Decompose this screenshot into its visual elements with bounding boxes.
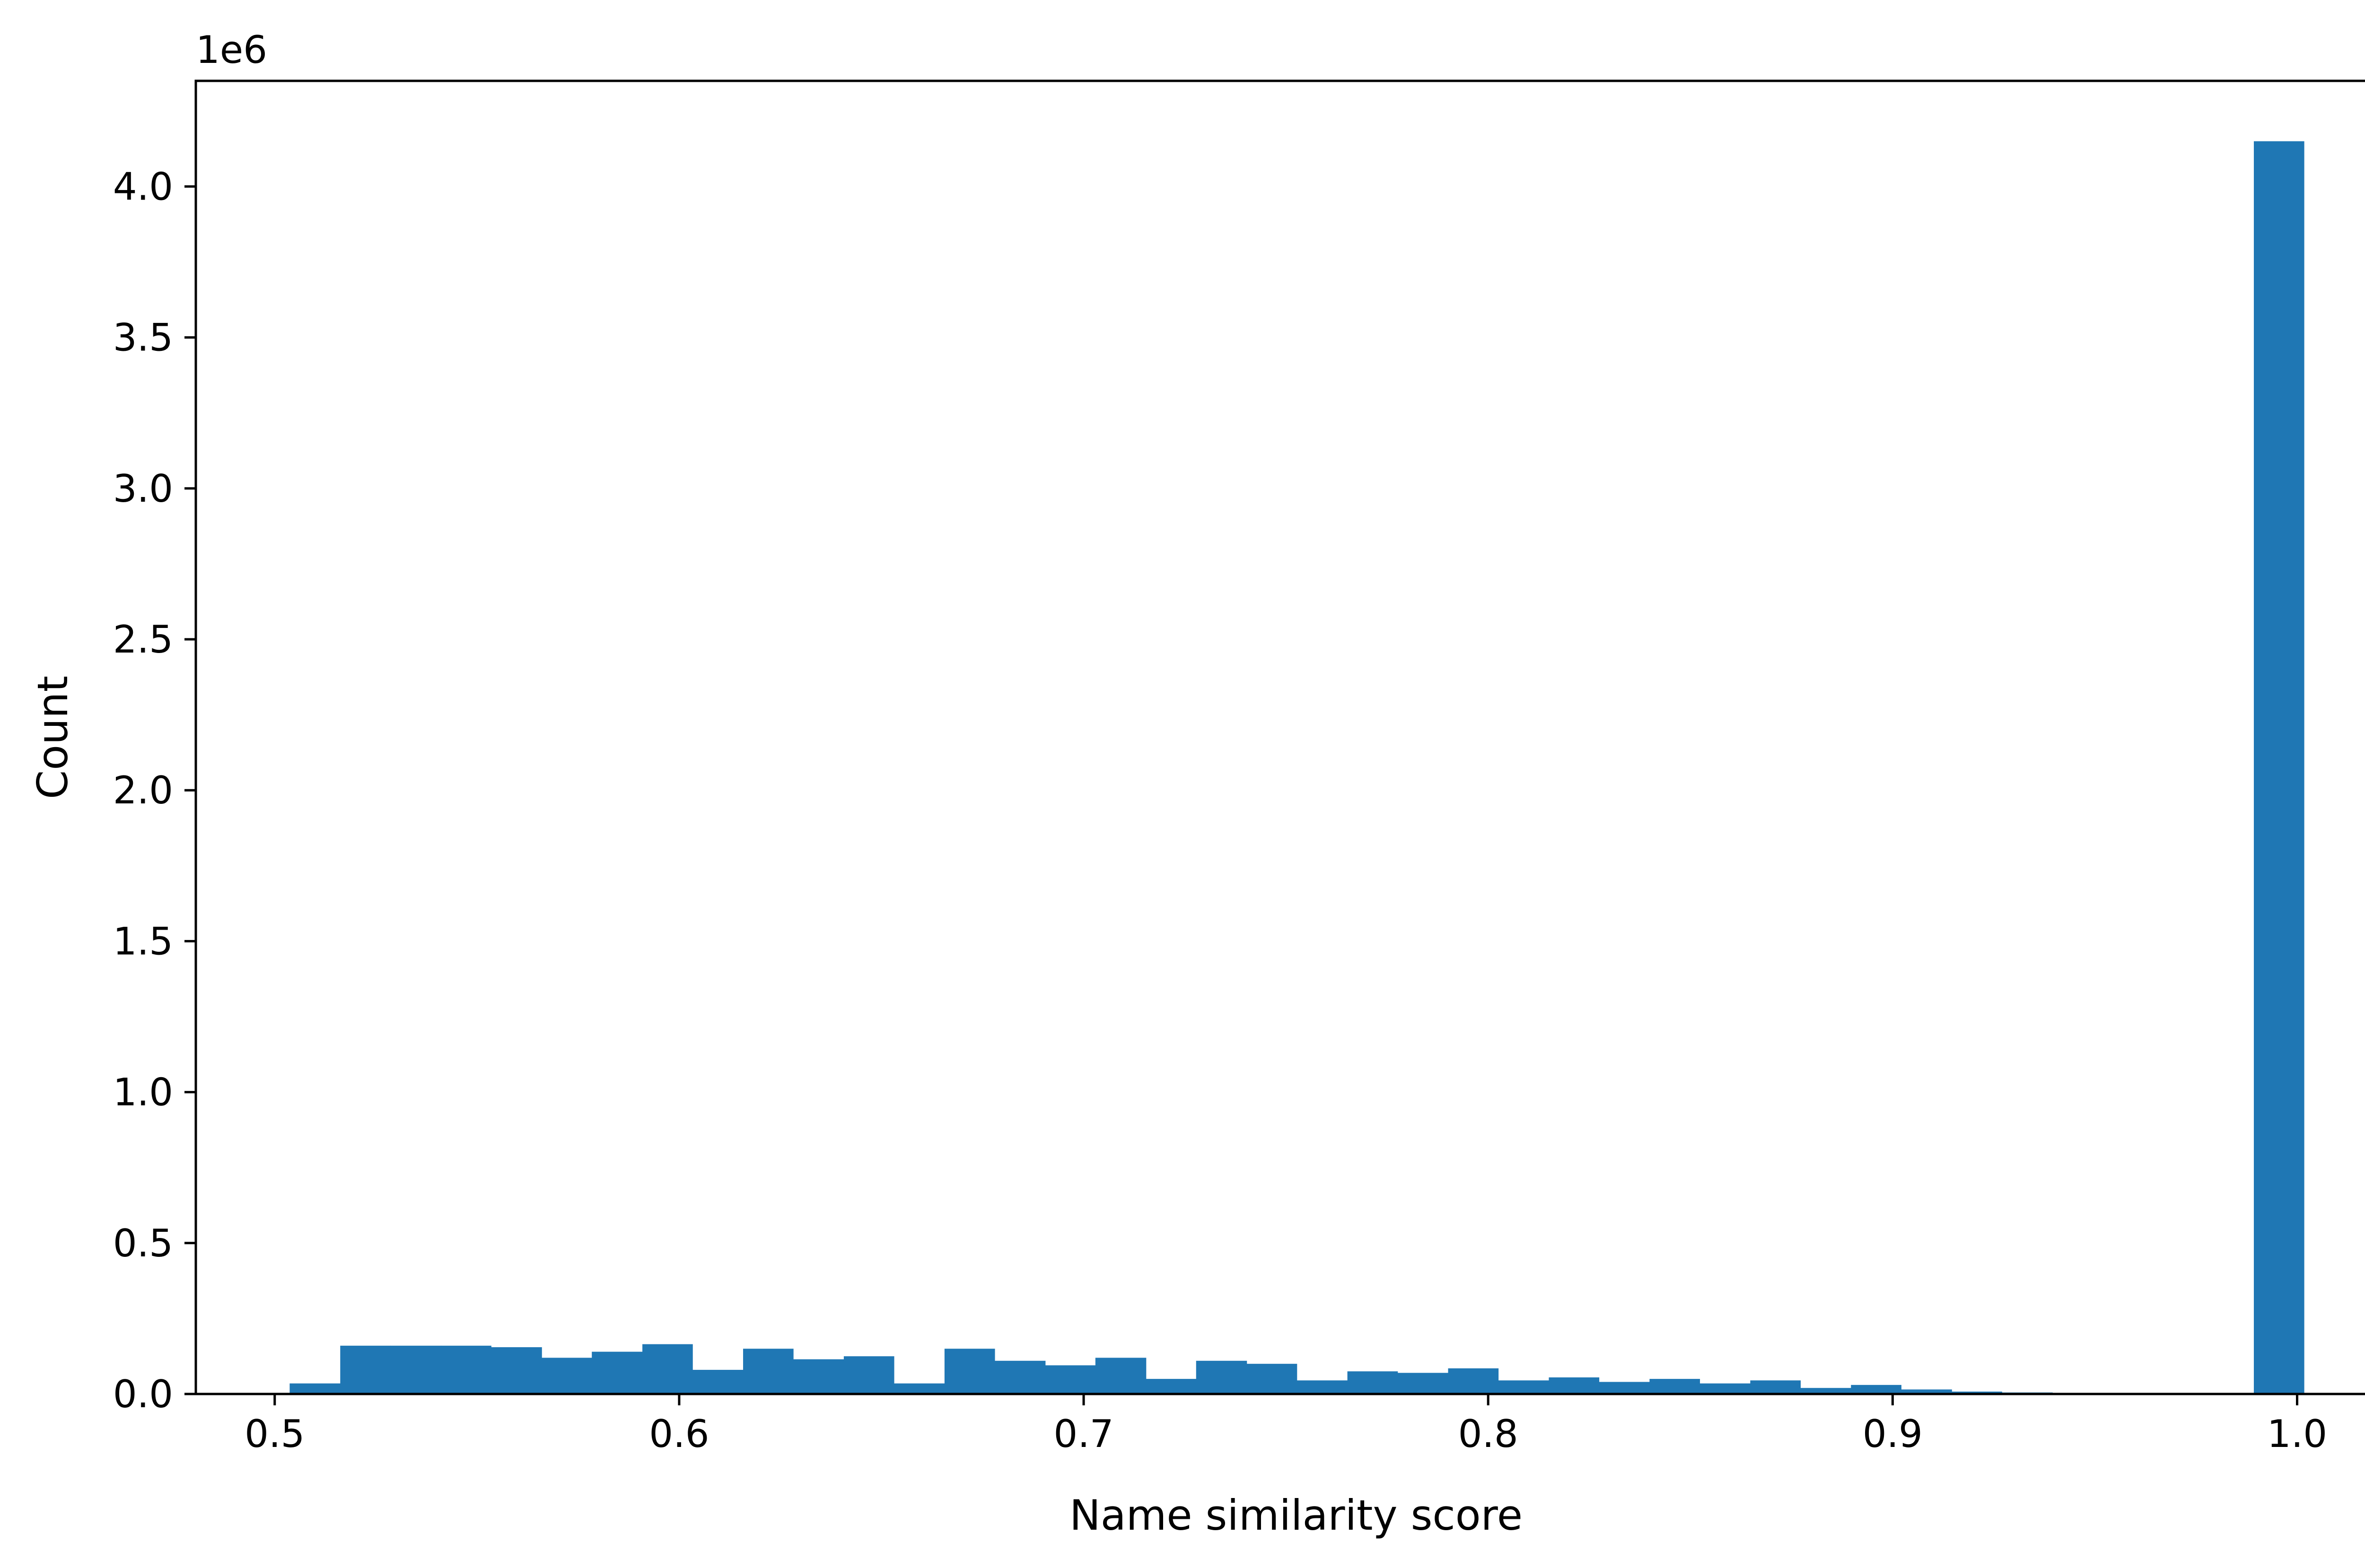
histogram-bar bbox=[1146, 1379, 1197, 1394]
histogram-bar bbox=[1246, 1364, 1297, 1394]
y-tick-label: 1.5 bbox=[113, 919, 173, 963]
x-tick-label: 1.0 bbox=[2267, 1412, 2327, 1456]
histogram-bar bbox=[893, 1383, 945, 1394]
histogram-bar bbox=[1045, 1365, 1096, 1394]
histogram-bar bbox=[793, 1359, 844, 1394]
histogram-bar bbox=[843, 1356, 894, 1394]
x-tick-label: 0.6 bbox=[649, 1412, 709, 1456]
histogram-bar bbox=[1649, 1379, 1700, 1394]
histogram-bar bbox=[289, 1383, 341, 1394]
histogram-bar bbox=[692, 1369, 744, 1394]
y-axis-label: Count bbox=[28, 676, 77, 799]
histogram-bar bbox=[1448, 1368, 1499, 1394]
y-tick-label: 3.0 bbox=[113, 467, 173, 511]
x-tick-label: 0.7 bbox=[1053, 1412, 1113, 1456]
histogram-bar bbox=[1851, 1385, 1901, 1394]
y-tick-label: 2.0 bbox=[113, 768, 173, 812]
histogram-bar bbox=[743, 1349, 794, 1394]
histogram-bar bbox=[491, 1347, 542, 1394]
histogram-bar bbox=[994, 1360, 1046, 1394]
x-tick-label: 0.9 bbox=[1863, 1412, 1923, 1456]
histogram-bar bbox=[542, 1358, 592, 1394]
histogram-bar bbox=[1599, 1382, 1650, 1394]
histogram-bar bbox=[390, 1345, 441, 1394]
histogram-bar bbox=[1498, 1380, 1550, 1394]
histogram-bar bbox=[1397, 1373, 1449, 1394]
histogram-bar bbox=[1952, 1391, 2002, 1394]
histogram-bar bbox=[1549, 1377, 1600, 1394]
histogram-bar bbox=[1699, 1383, 1751, 1394]
histogram-bar bbox=[592, 1351, 643, 1394]
histogram-bar bbox=[1095, 1358, 1147, 1394]
histogram-bar bbox=[1196, 1360, 1247, 1394]
histogram-bar bbox=[441, 1345, 491, 1394]
x-axis-label: Name similarity score bbox=[1069, 1491, 1523, 1540]
histogram-bars bbox=[289, 141, 2304, 1394]
histogram-bar bbox=[1800, 1388, 1851, 1394]
y-tick-label: 0.0 bbox=[113, 1372, 173, 1416]
y-tick-label: 4.0 bbox=[113, 165, 173, 209]
histogram-bar bbox=[1901, 1389, 1952, 1394]
histogram-bar bbox=[642, 1344, 693, 1394]
histogram-bar bbox=[1347, 1371, 1398, 1394]
y-tick-label: 0.5 bbox=[113, 1221, 173, 1265]
x-tick-label: 0.8 bbox=[1458, 1412, 1518, 1456]
histogram-bar bbox=[2253, 141, 2304, 1394]
y-tick-label: 1.0 bbox=[113, 1071, 173, 1115]
y-tick-label: 2.5 bbox=[113, 618, 173, 662]
y-tick-label: 3.5 bbox=[113, 316, 173, 360]
x-axis-ticks: 0.5 0.6 0.7 0.8 0.9 1.0 bbox=[245, 1394, 2327, 1456]
histogram-bar bbox=[1296, 1380, 1348, 1394]
axes-frame bbox=[194, 79, 2365, 1395]
y-axis-offset-label: 1e6 bbox=[196, 28, 267, 72]
histogram-bar bbox=[1750, 1380, 1801, 1394]
x-tick-label: 0.5 bbox=[245, 1412, 305, 1456]
y-axis-ticks: 0.0 0.5 1.0 1.5 2.0 2.5 3.0 3.5 4.0 bbox=[113, 165, 196, 1416]
histogram-bar bbox=[340, 1345, 391, 1394]
histogram-bar bbox=[944, 1349, 995, 1394]
